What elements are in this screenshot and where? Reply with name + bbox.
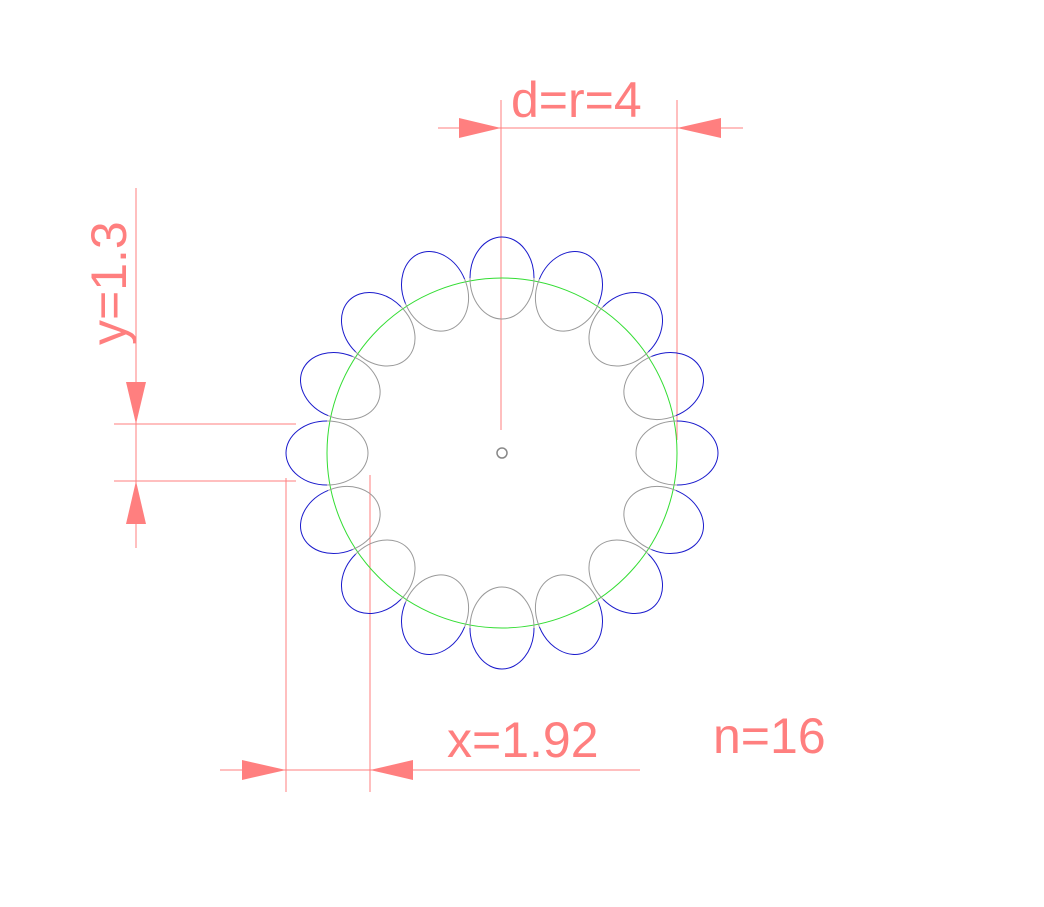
ellipse-petal-outer-arc (340, 291, 402, 353)
ellipse-petal-inner-arc (355, 539, 416, 600)
ellipse-petal (300, 486, 381, 554)
ellipse-petal-inner-arc (327, 486, 381, 550)
ellipse-petal (623, 486, 704, 554)
ellipse-petal-inner-arc (623, 356, 677, 420)
ellipse-petal-inner-arc (326, 420, 369, 486)
ellipse-petal-outer-arc (401, 251, 466, 304)
ellipse-petal (535, 251, 603, 332)
ellipse-petal (285, 420, 369, 486)
ellipse-petal-outer-arc (538, 251, 603, 304)
height-arrow-top (126, 382, 146, 424)
ellipse-petal (635, 420, 719, 486)
height-arrow-bottom (126, 481, 146, 524)
ellipse-petal-outer-arc (401, 602, 466, 655)
ellipse-petal-inner-arc (355, 306, 416, 367)
ellipse-petal-outer-arc (676, 420, 719, 486)
ellipse-petal (469, 586, 535, 670)
ellipse-petal (623, 352, 704, 420)
ellipse-petal-outer-arc (602, 553, 664, 615)
ellipse-petal (535, 574, 603, 655)
ellipse-petal (588, 291, 664, 367)
width-arrow-left (242, 760, 286, 780)
ellipse-petal-outer-arc (300, 489, 353, 554)
ellipse-petal (340, 539, 416, 615)
ellipse-petal-inner-arc (623, 486, 677, 550)
ellipse-petal-outer-arc (285, 420, 328, 486)
ellipse-petal (401, 574, 469, 655)
ellipse-petal-inner-arc (405, 574, 469, 628)
ellipse-petal-outer-arc (469, 627, 535, 670)
diameter-arrow-right (677, 118, 721, 138)
base-circle (326, 277, 678, 629)
ellipse-petal (469, 236, 535, 320)
dimension-arrows (126, 118, 721, 780)
ellipse-petal-inner-arc (535, 278, 599, 332)
ellipse-ring (285, 236, 719, 670)
ellipse-petal-inner-arc (535, 574, 599, 628)
center-mark (496, 447, 508, 459)
ellipse-petal-outer-arc (340, 553, 402, 615)
ellipse-petal-inner-arc (469, 586, 535, 629)
ellipse-petal-outer-arc (602, 291, 664, 353)
ellipse-petal-outer-arc (651, 352, 704, 417)
width-arrow-right (370, 760, 413, 780)
ellipse-petal-inner-arc (635, 420, 678, 486)
ellipse-petal-outer-arc (651, 489, 704, 554)
ellipse-petal-inner-arc (469, 277, 535, 320)
diameter-arrow-left (459, 118, 501, 138)
count-label: n=16 (713, 708, 826, 764)
diameter-label: d=r=4 (511, 72, 642, 128)
ellipse-petal-outer-arc (300, 352, 353, 417)
ellipse-petal-inner-arc (405, 278, 469, 332)
ellipse-petal-inner-arc (327, 356, 381, 420)
width-label: x=1.92 (447, 712, 599, 768)
ellipse-petal-inner-arc (588, 306, 649, 367)
height-label: y=1.3 (81, 221, 137, 345)
ellipse-petal (300, 352, 381, 420)
ellipse-petal-outer-arc (538, 602, 603, 655)
ellipse-petal (401, 251, 469, 332)
ellipse-petal-outer-arc (469, 236, 535, 279)
dimension-lines (114, 100, 743, 792)
ellipse-petal-inner-arc (588, 539, 649, 600)
